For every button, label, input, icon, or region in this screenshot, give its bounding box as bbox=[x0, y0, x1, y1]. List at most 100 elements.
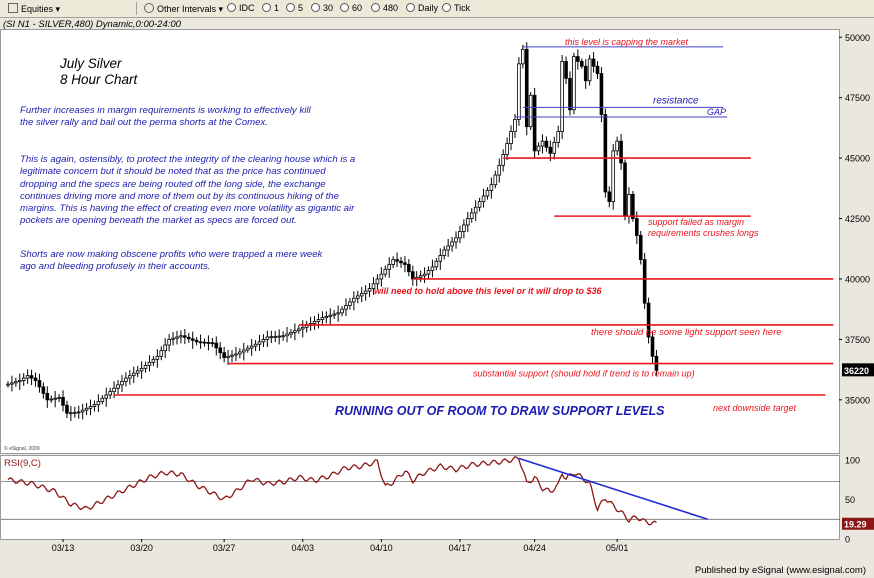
chart-title-line-1: July Silver bbox=[60, 56, 122, 71]
candle-up bbox=[49, 398, 54, 401]
hold-above-label: will need to hold above this level or it… bbox=[374, 286, 603, 296]
candle-down bbox=[399, 260, 403, 264]
candle-up bbox=[21, 377, 26, 381]
candle-up bbox=[587, 58, 592, 82]
candle-up bbox=[375, 278, 380, 285]
candle-down bbox=[407, 264, 411, 273]
other-intervals-button[interactable]: Other Intervals ▾ bbox=[140, 2, 227, 16]
candle-up bbox=[513, 119, 517, 132]
footer-publisher-text: Published by eSignal (www.esignal.com) bbox=[694, 565, 866, 576]
candle-up bbox=[332, 313, 336, 316]
candle-down bbox=[41, 386, 46, 394]
candle-up bbox=[462, 224, 466, 232]
candle-up bbox=[627, 193, 631, 217]
candle-up bbox=[300, 326, 305, 330]
candle-up bbox=[92, 404, 97, 407]
interval-idc-radio[interactable] bbox=[227, 3, 236, 12]
candle-up bbox=[151, 358, 156, 363]
date-axis-label: 03/13 bbox=[52, 543, 75, 553]
interval-idc-label[interactable]: IDC bbox=[239, 3, 255, 13]
interval-480-label[interactable]: 480 bbox=[383, 3, 399, 13]
interval-daily-label[interactable]: Daily bbox=[418, 3, 439, 13]
candle-up bbox=[273, 335, 278, 338]
rsi-title: RSI(9,C) bbox=[4, 458, 41, 469]
interval-480-radio[interactable] bbox=[371, 3, 380, 12]
candle-up bbox=[497, 164, 502, 176]
price-axis-tick-label: 45000 bbox=[845, 154, 870, 164]
rsi-axis-tick-label: 50 bbox=[845, 495, 855, 505]
candle-up bbox=[108, 391, 112, 396]
candle-up bbox=[159, 350, 164, 357]
candle-down bbox=[210, 342, 215, 345]
candle-up bbox=[84, 407, 89, 411]
candle-up bbox=[53, 397, 57, 400]
candle-up bbox=[359, 293, 364, 297]
rsi-last-value-label: 19.29 bbox=[844, 519, 867, 529]
price-chart-panel[interactable] bbox=[0, 29, 840, 454]
candle-down bbox=[65, 404, 69, 414]
candle-down bbox=[635, 218, 639, 236]
candle-down bbox=[403, 262, 407, 265]
candle-up bbox=[355, 295, 360, 299]
chart-canvas: 35000 37500 40000 42500 45000 47500 50000 this … bbox=[1, 33, 874, 553]
interval-30-label[interactable]: 30 bbox=[323, 3, 334, 13]
interval-1-label[interactable]: 1 bbox=[274, 3, 280, 13]
candle-up bbox=[572, 56, 576, 111]
candle-up bbox=[387, 264, 392, 270]
candle-up bbox=[25, 375, 30, 379]
candle-down bbox=[214, 342, 219, 349]
candle-down bbox=[198, 341, 203, 344]
candle-up bbox=[179, 335, 183, 338]
candle-up bbox=[6, 383, 10, 386]
candle-down bbox=[568, 77, 572, 111]
candle-up bbox=[100, 397, 105, 402]
capping-label: this level is capping the market bbox=[565, 37, 689, 47]
last-price-box bbox=[842, 363, 874, 377]
candle-up bbox=[473, 206, 478, 214]
candle-up bbox=[442, 249, 447, 257]
candle-down bbox=[190, 338, 195, 341]
interval-daily-radio[interactable] bbox=[406, 3, 415, 12]
candle-down bbox=[642, 259, 647, 304]
interval-5-radio[interactable] bbox=[286, 3, 295, 12]
candle-up bbox=[57, 397, 61, 399]
date-axis-label: 04/17 bbox=[449, 543, 472, 553]
resistance-label: resistance bbox=[653, 95, 699, 106]
candle-up bbox=[76, 411, 81, 414]
interval-1-radio[interactable] bbox=[262, 3, 271, 12]
candle-up bbox=[116, 384, 120, 389]
candle-up bbox=[521, 48, 525, 65]
interval-tick-radio[interactable] bbox=[442, 3, 451, 12]
interval-5-label[interactable]: 5 bbox=[298, 3, 304, 13]
chart-icon bbox=[8, 3, 18, 13]
candle-up bbox=[363, 290, 368, 294]
interval-60-label[interactable]: 60 bbox=[352, 3, 363, 13]
candle-up bbox=[124, 377, 128, 382]
equities-menu-button[interactable]: Equities ▾ bbox=[4, 2, 64, 16]
candle-up bbox=[454, 237, 458, 243]
interval-30-radio[interactable] bbox=[311, 3, 320, 12]
candle-up bbox=[324, 316, 329, 319]
commentary-paragraph-1: Further increases in margin requirements… bbox=[20, 105, 311, 129]
rsi-panel[interactable] bbox=[0, 455, 840, 540]
candle-up bbox=[112, 387, 116, 393]
candle-up bbox=[245, 347, 250, 351]
candle-up bbox=[352, 297, 356, 303]
candle-down bbox=[576, 56, 580, 62]
candle-down bbox=[544, 140, 549, 148]
candle-down bbox=[183, 335, 187, 338]
chart-header-title: (SI N1 - SILVER,480) Dynamic,0:00-24:00 bbox=[3, 19, 181, 30]
interval-60-radio[interactable] bbox=[340, 3, 349, 12]
interval-tick-label[interactable]: Tick bbox=[454, 3, 471, 13]
candle-down bbox=[61, 397, 65, 406]
candle-up bbox=[128, 375, 132, 379]
candle-down bbox=[532, 94, 537, 152]
candle-up bbox=[422, 273, 427, 277]
candle-up bbox=[17, 380, 22, 383]
price-axis-tick-label: 35000 bbox=[845, 395, 870, 405]
toolbar: Equities ▾ Other Intervals ▾ IDC 1 5 30 … bbox=[0, 0, 874, 18]
candle-down bbox=[603, 114, 608, 193]
chevron-down-icon: ▾ bbox=[55, 4, 61, 14]
candle-down bbox=[623, 162, 627, 217]
footer-bar: Published by eSignal (www.esignal.com) bbox=[0, 563, 874, 578]
